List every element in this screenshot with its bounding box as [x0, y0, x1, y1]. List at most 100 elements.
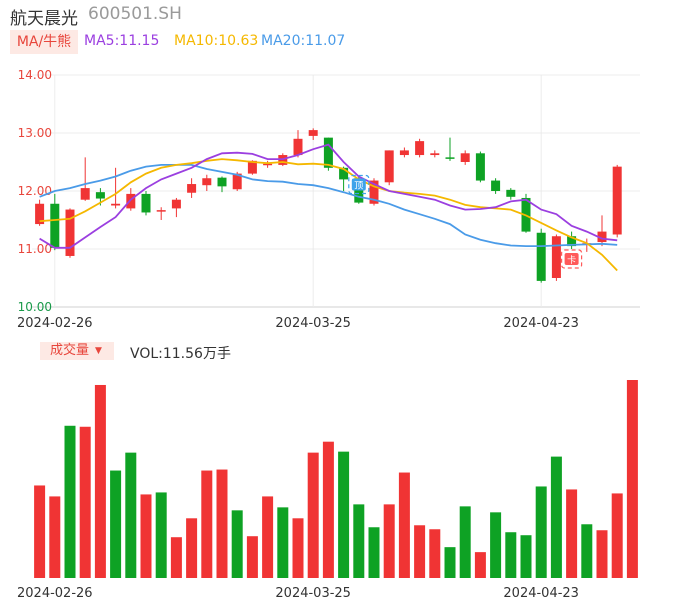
marker-badge — [351, 178, 366, 191]
volume-bar — [550, 456, 562, 578]
volume-bar — [444, 547, 456, 578]
candle-body — [339, 167, 349, 180]
candle-body — [65, 209, 75, 256]
volume-indicator-button[interactable]: 成交量 ▼ — [40, 342, 114, 360]
candle-body — [156, 210, 166, 212]
price-date-label: 2024-04-23 — [503, 316, 579, 331]
volume-bar — [596, 530, 608, 578]
candle-body — [35, 203, 45, 225]
ma-indicator-button[interactable]: MA/牛熊 — [10, 30, 78, 54]
ma10-line — [39, 158, 618, 272]
candle-body — [415, 141, 425, 156]
candle-body — [506, 189, 516, 197]
candle-body — [323, 137, 333, 168]
candle-body — [50, 203, 60, 248]
volume-value: VOL:11.56万手 — [130, 346, 231, 362]
ma10-legend: MA10:10.63 — [174, 33, 259, 49]
candle-body — [202, 178, 212, 186]
volume-bar — [231, 510, 243, 578]
volume-bar — [353, 504, 365, 578]
candle-body — [126, 193, 136, 209]
volume-bar — [292, 518, 304, 578]
price-tick-label: 11.00 — [18, 242, 52, 256]
candle-body — [369, 180, 379, 204]
volume-date-label: 2024-04-23 — [503, 586, 579, 601]
candle-body — [263, 163, 273, 166]
volume-bar — [262, 496, 274, 578]
volume-bar — [64, 425, 76, 578]
candle-body — [141, 193, 151, 213]
candle-body — [232, 173, 242, 190]
marker-frame — [560, 249, 583, 269]
volume-bar — [626, 380, 638, 578]
volume-bar — [155, 492, 167, 578]
volume-bar — [307, 452, 319, 578]
volume-bar — [368, 527, 380, 578]
candle-body — [247, 160, 257, 174]
candle-body — [171, 199, 181, 209]
ma20-legend: MA20:11.07 — [261, 33, 346, 49]
volume-bar — [79, 426, 91, 578]
volume-bar — [246, 536, 258, 578]
candle-body — [308, 130, 318, 136]
volume-bar — [474, 552, 486, 578]
price-tick-label: 14.00 — [18, 68, 52, 82]
price-date-label: 2024-02-26 — [17, 316, 93, 331]
stock-name: 航天晨光 — [10, 9, 78, 29]
bottom-signal-marker: 卡 — [560, 249, 583, 269]
candle-body — [567, 236, 577, 247]
volume-bar — [140, 494, 152, 578]
candle-body — [430, 153, 440, 156]
price-date-label: 2024-03-25 — [275, 316, 351, 331]
volume-bar — [520, 535, 532, 578]
volume-bar — [110, 470, 122, 578]
volume-bar — [383, 504, 395, 578]
volume-bar — [505, 532, 517, 578]
candle-body — [551, 236, 561, 278]
volume-bar — [201, 470, 213, 578]
volume-bar — [398, 472, 410, 578]
candle-body — [597, 231, 607, 243]
volume-bar — [322, 441, 334, 578]
volume-date-label: 2024-03-25 — [275, 586, 351, 601]
dropdown-arrow-icon: ▼ — [95, 346, 102, 356]
candle-body — [399, 150, 409, 156]
candle-body — [460, 153, 470, 162]
candle-body — [80, 188, 90, 200]
volume-bar — [94, 384, 106, 578]
candle-body — [187, 184, 197, 193]
volume-date-label: 2024-02-26 — [17, 586, 93, 601]
candle-body — [217, 177, 227, 187]
volume-bar — [581, 524, 593, 578]
candle-body — [445, 157, 455, 159]
candle-body — [384, 150, 394, 183]
candle-body — [536, 232, 546, 281]
volume-bar — [459, 506, 471, 578]
volume-bar — [125, 452, 137, 578]
volume-bar — [170, 537, 182, 578]
volume-bar — [338, 451, 350, 578]
volume-bar — [611, 493, 623, 578]
marker-text: 顶 — [354, 181, 363, 192]
volume-indicator-label: 成交量 — [50, 343, 90, 358]
price-tick-label: 10.00 — [18, 300, 52, 314]
candle-body — [475, 153, 485, 181]
marker-frame — [348, 174, 370, 195]
volume-bar — [49, 496, 61, 578]
volume-bar — [429, 529, 441, 578]
volume-bar — [535, 486, 547, 578]
volume-bar — [186, 518, 198, 578]
volume-bar — [566, 489, 578, 578]
top-signal-marker: 顶 — [348, 174, 370, 195]
marker-badge — [564, 253, 579, 265]
candle-body — [491, 180, 501, 191]
candle-body — [612, 166, 622, 235]
volume-bar — [490, 512, 502, 578]
candle-body — [111, 203, 121, 206]
ma20-line — [39, 164, 618, 247]
candle-body — [95, 192, 105, 199]
candle-body — [293, 138, 303, 156]
volume-bar — [34, 485, 46, 578]
ma5-line — [39, 143, 618, 249]
